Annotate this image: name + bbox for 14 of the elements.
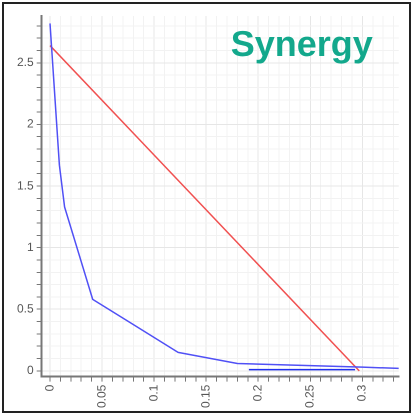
x-tick-label: 0.1	[146, 384, 160, 402]
y-tick-label: 0.5	[16, 302, 34, 316]
y-tick-label: 2	[26, 116, 34, 131]
y-tick-label: 2.5	[16, 55, 34, 70]
y-tick-label: 0	[26, 363, 34, 378]
x-tick-label: 0.25	[302, 384, 317, 408]
x-tick-label: 0.05	[94, 384, 108, 408]
chart-title: Synergy	[230, 22, 373, 64]
x-tick-label: 0.3	[354, 384, 369, 402]
y-tick-label: 1.5	[16, 178, 34, 192]
y-tick-label: 1	[26, 240, 34, 254]
x-tick-label: 0.15	[198, 384, 212, 408]
x-tick-label: 0	[42, 384, 56, 392]
x-tick-label: 0.2	[250, 384, 265, 402]
